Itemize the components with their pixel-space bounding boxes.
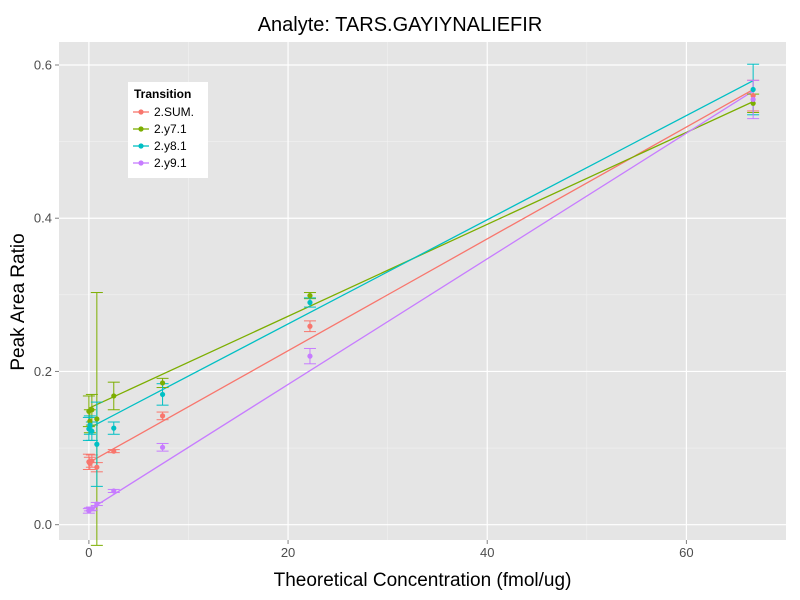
x-tick-label: 40 [480, 545, 494, 560]
y-tick-label: 0.6 [34, 57, 52, 72]
x-tick-label: 0 [85, 545, 92, 560]
data-point [750, 86, 756, 93]
legend-key-sum [133, 109, 149, 115]
fit-line-0 [88, 89, 754, 464]
legend-key-point [138, 126, 144, 132]
x-axis-label: Theoretical Concentration (fmol/ug) [273, 570, 572, 591]
fit-line-2 [88, 80, 754, 429]
legend-item-y7: 2.y7.1 [132, 121, 208, 137]
data-point [111, 488, 117, 494]
fit-line-3 [88, 90, 754, 511]
data-point [94, 441, 100, 447]
legend-item-y9: 2.y9.1 [132, 155, 208, 171]
y-tick-label: 0.2 [34, 364, 52, 379]
legend-key-y7 [133, 126, 149, 132]
data-point [159, 380, 166, 386]
data-point [89, 428, 95, 434]
legend-label-y8: 2.y8.1 [154, 139, 187, 153]
data-point [89, 505, 95, 512]
axis-ticks: 0 20 40 60 0.0 0.2 0.4 0.6 [34, 57, 694, 560]
legend-key-point [138, 143, 144, 149]
data-point [89, 407, 95, 413]
legend-key-y9 [133, 160, 149, 166]
data-point [750, 96, 756, 103]
data-point [111, 393, 117, 399]
data-point [111, 425, 117, 431]
legend-item-sum: 2.SUM. [132, 104, 208, 120]
data-point [87, 422, 93, 428]
fit-lines [88, 80, 754, 511]
data-point [159, 413, 166, 419]
legend-label-sum: 2.SUM. [154, 105, 195, 119]
x-tick-label: 20 [281, 545, 295, 560]
data-point [94, 464, 100, 470]
y-tick-label: 0.4 [34, 211, 52, 226]
data-point [111, 448, 117, 454]
legend-key-point [138, 109, 144, 115]
data-point [159, 391, 166, 398]
data-point [750, 100, 756, 106]
data-point [159, 444, 166, 450]
data-points [86, 86, 756, 514]
legend-label-y9: 2.y9.1 [154, 156, 187, 170]
legend-title: Transition [134, 87, 192, 101]
x-tick-label: 60 [679, 545, 693, 560]
data-point [94, 501, 100, 507]
legend-key-point [138, 160, 144, 166]
data-point [307, 323, 313, 329]
legend: Transition 2.SUM. 2.y7.1 2.y8.1 2.y9.1 [128, 82, 208, 178]
data-point [94, 416, 100, 422]
data-point [87, 418, 93, 424]
data-point [307, 299, 313, 306]
grid [59, 42, 786, 540]
data-point [89, 458, 95, 464]
y-tick-label: 0.0 [34, 517, 52, 532]
chart-title: Analyte: TARS.GAYIYNALIEFIR [257, 14, 543, 36]
data-point [750, 93, 756, 99]
legend-key-y8 [133, 143, 149, 149]
data-point [307, 292, 313, 299]
legend-label-y7: 2.y7.1 [154, 122, 187, 136]
legend-item-y8: 2.y8.1 [132, 138, 208, 154]
data-point [307, 353, 313, 359]
